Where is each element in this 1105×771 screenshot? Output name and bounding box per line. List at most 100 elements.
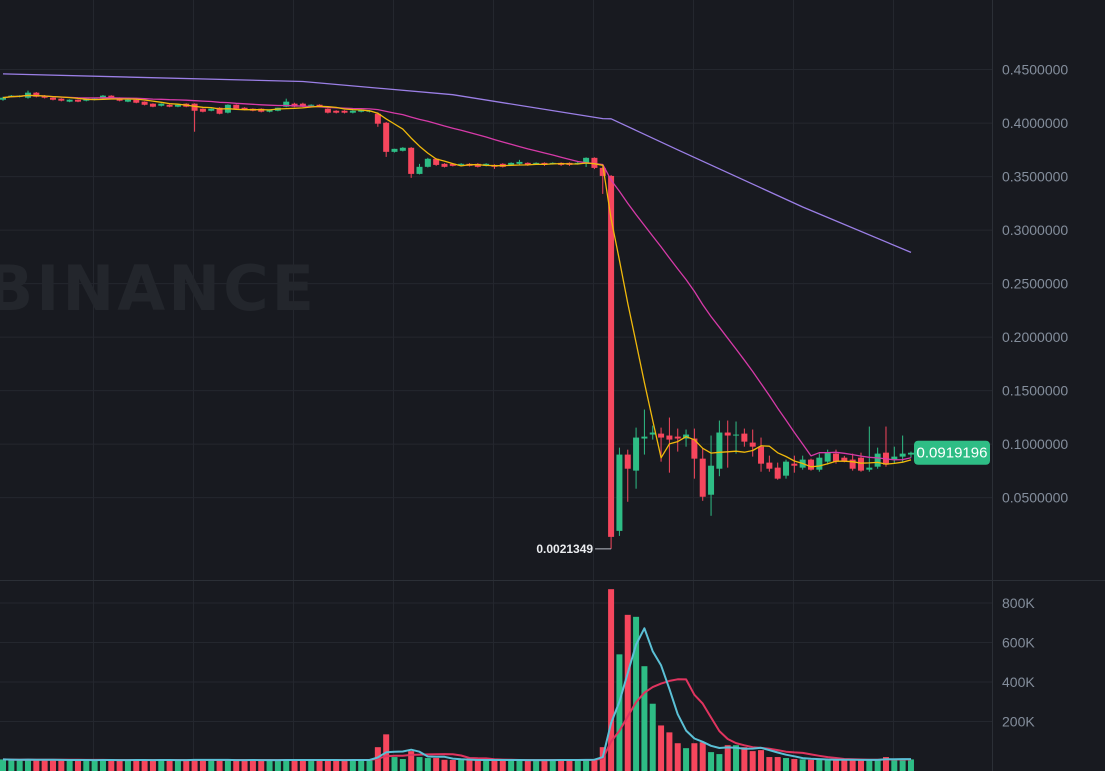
candle (124, 99, 131, 103)
candle-body (899, 453, 906, 457)
candle-body (141, 101, 148, 105)
candle-body (441, 163, 448, 167)
candle-body (416, 166, 423, 174)
volume-bar (583, 759, 590, 771)
volume-bar (891, 759, 898, 771)
volume-bar (424, 758, 431, 771)
volume-bar (399, 759, 406, 771)
candle (158, 103, 165, 107)
volume-bar (574, 760, 581, 771)
volume-bar (291, 760, 298, 771)
candle-body (857, 457, 864, 471)
candle (166, 104, 173, 108)
price-tick-label: 0.2000000 (1002, 329, 1068, 345)
volume-bar (899, 759, 906, 771)
low-price-label: 0.0021349 (536, 542, 593, 556)
candle-body (674, 436, 681, 439)
volume-bar (199, 760, 206, 771)
volume-bar (491, 760, 498, 771)
candle (633, 427, 640, 489)
candle (291, 102, 298, 108)
volume-ma5-line (2, 627, 911, 762)
volume-bar (316, 760, 323, 771)
volume-bar (774, 757, 781, 771)
candle-body (33, 92, 40, 97)
candle (616, 447, 623, 536)
price-tick-label: 0.0500000 (1002, 490, 1068, 506)
candle (599, 166, 606, 194)
binance-watermark: BINANCE (0, 252, 317, 325)
price-tick-label: 0.4500000 (1002, 62, 1068, 78)
volume-bar (466, 760, 473, 771)
candle-body (266, 109, 273, 112)
volume-bar (558, 759, 565, 771)
candle-body (533, 162, 540, 164)
candle-body (841, 457, 848, 462)
volume-bar (524, 760, 531, 771)
candle (783, 459, 790, 479)
volume-bar (158, 760, 165, 771)
candle (324, 108, 331, 114)
volume-bar (249, 760, 256, 771)
volume-bar (541, 760, 548, 771)
candle-body (191, 103, 198, 111)
candle (766, 455, 773, 472)
volume-ma-lines (2, 627, 911, 762)
volume-bar (716, 754, 723, 771)
volume-bar (341, 760, 348, 771)
candle-body (907, 452, 914, 455)
volume-tick-label: 400K (1002, 674, 1035, 690)
low-price-marker: 0.0021349 (536, 542, 612, 556)
price-axis[interactable]: 0.4500000 0.4000000 0.3500000 0.3000000 0.25… (1002, 62, 1068, 506)
volume-bar (416, 757, 423, 771)
candle (808, 458, 815, 471)
candle (49, 97, 56, 101)
candle (649, 425, 656, 440)
candle (491, 164, 498, 169)
candle-body (166, 104, 173, 107)
candle-body (149, 103, 156, 107)
candle-body (233, 104, 240, 109)
candle-body (708, 465, 715, 495)
candle-body (758, 446, 765, 464)
candle (733, 421, 740, 454)
candle (374, 112, 381, 127)
candle (341, 110, 348, 114)
candle-body (508, 162, 515, 165)
candle (349, 110, 356, 114)
volume-bar (799, 759, 806, 771)
candle (333, 110, 340, 114)
volume-bar (724, 745, 731, 771)
volume-bar (408, 751, 415, 771)
candle (891, 446, 898, 464)
candle-body (333, 110, 340, 113)
candle-body (724, 432, 731, 436)
volume-bar (108, 760, 115, 771)
volume-bar (441, 759, 448, 771)
volume-bar (783, 758, 790, 771)
candle-body (349, 110, 356, 113)
volume-bar (283, 759, 290, 771)
volume-bar (124, 760, 131, 771)
candle-body (891, 456, 898, 460)
candle-body (816, 457, 823, 470)
volume-axis[interactable]: 800K 600K 400K 200K (1002, 595, 1035, 730)
volume-bar (658, 725, 665, 771)
candle-body (874, 453, 881, 467)
volume-ma10-line (2, 678, 911, 762)
volume-bar (24, 759, 31, 771)
volume-bar (91, 760, 98, 771)
candle-body (199, 108, 206, 112)
volume-bar (66, 759, 73, 771)
volume-bar (474, 760, 481, 771)
volume-bar (824, 760, 831, 771)
volume-tick-label: 600K (1002, 635, 1035, 651)
candle-body (749, 442, 756, 447)
candle-body (358, 109, 365, 112)
volume-bar (857, 760, 864, 771)
volume-bar (0, 759, 6, 771)
candle (724, 420, 731, 468)
ma-lines (2, 73, 912, 468)
ma7-line (2, 94, 912, 468)
